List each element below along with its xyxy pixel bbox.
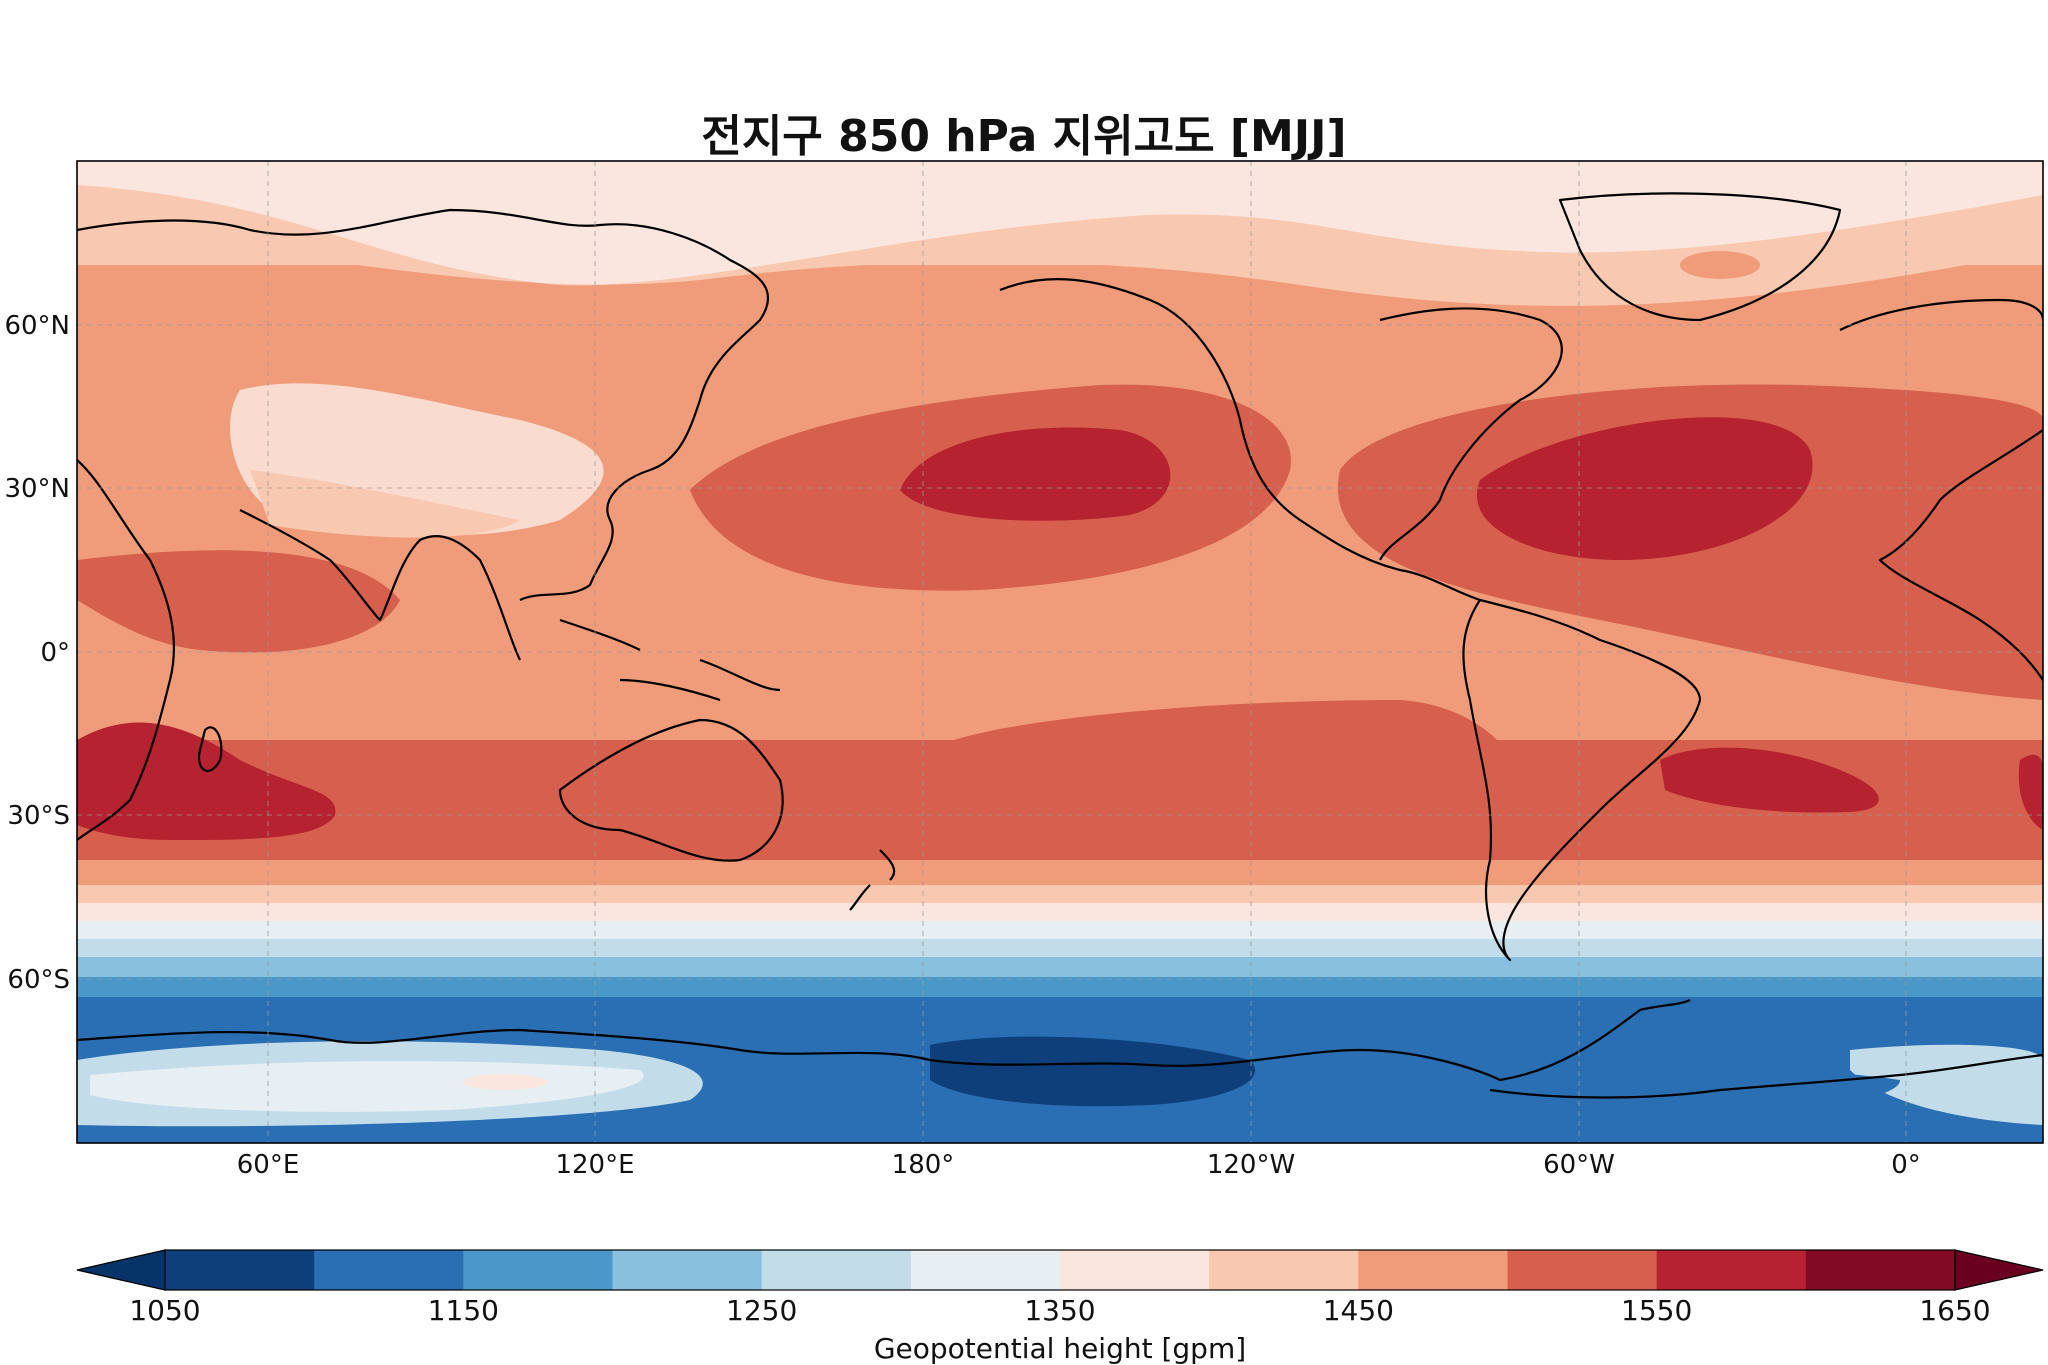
- africa-west-coast: [1878, 429, 2043, 681]
- colorbar-ticks: 1050 1150 1250 1350 1450 1550 1650: [129, 1294, 1990, 1327]
- lat-tick-60s: 60°S: [7, 965, 70, 995]
- map-frame: [76, 160, 2044, 1144]
- north-pacific-high-core: [900, 427, 1171, 521]
- south-atlantic-high: [1660, 747, 1879, 813]
- colorbar-segment: [314, 1250, 464, 1290]
- colorbar-frame: [164, 1249, 1956, 1291]
- indian-ocean-high: [77, 722, 336, 840]
- colorbar-segment: [1656, 1250, 1807, 1290]
- colorbar-tick-label: 1050: [129, 1294, 200, 1327]
- lon-ticks: 60°E 120°E 180° 120°W 60°W 0°: [237, 1150, 1921, 1180]
- ross-low: [930, 1036, 1256, 1107]
- colorbar-tick-label: 1150: [428, 1294, 499, 1327]
- asia-band: [250, 470, 520, 538]
- greenland: [1558, 192, 1842, 322]
- madagascar: [197, 726, 223, 772]
- subarctic-region: [77, 185, 2043, 306]
- lat-tick-60n: 60°N: [4, 311, 70, 341]
- band-south-3: [77, 903, 2043, 925]
- lon-tick-60e: 60°E: [237, 1150, 300, 1180]
- arctic-region: [77, 161, 2043, 286]
- east-antarctica-core: [90, 1060, 644, 1112]
- colorbar-extend-over: [1954, 1249, 2044, 1291]
- colorbar-segment: [1209, 1250, 1359, 1290]
- gridlines: [77, 161, 2043, 1143]
- australia: [558, 718, 784, 862]
- lat-tick-30s: 30°S: [7, 801, 70, 831]
- north-america-east: [1379, 307, 1563, 561]
- weddell-low: [1500, 1066, 1900, 1115]
- colorbar-segment: [1358, 1250, 1508, 1290]
- north-atlantic-high-core: [1476, 417, 1813, 560]
- lon-tick-120e: 120°E: [555, 1150, 634, 1180]
- band-south-5: [77, 939, 2043, 961]
- lat-tick-30n: 30°N: [4, 474, 70, 504]
- band-south-4: [77, 921, 2043, 943]
- colorbar-segment: [910, 1250, 1061, 1290]
- colorbar-label: Geopotential height [gpm]: [874, 1332, 1246, 1365]
- india-coast: [239, 509, 521, 661]
- colorbar-segment: [165, 1250, 315, 1290]
- europe-coast: [1839, 298, 2043, 331]
- antarctic-plateau-spot: [463, 1074, 547, 1090]
- lon-tick-60w: 60°W: [1543, 1150, 1615, 1180]
- colorbar-segment: [1805, 1250, 1956, 1290]
- greenland-spot: [1680, 251, 1760, 279]
- contour-field: [77, 161, 2043, 1143]
- colorbar-segment: [1060, 1250, 1210, 1290]
- lat-tick-0: 0°: [40, 638, 70, 668]
- lat-ticks: 60°N 30°N 0° 30°S 60°S: [4, 311, 70, 995]
- north-america-west: [999, 277, 1481, 602]
- colorbar-tick-label: 1650: [1919, 1294, 1990, 1327]
- lon-tick-180: 180°: [892, 1150, 955, 1180]
- map-title: 전지구 850 hPa 지위고도 [MJJ]: [701, 111, 1347, 162]
- colorbar-tick-label: 1250: [726, 1294, 797, 1327]
- lon-tick-120w: 120°W: [1207, 1150, 1295, 1180]
- colorbar-segment: [612, 1250, 763, 1290]
- africa-east-coast: [77, 459, 176, 841]
- asia-coast: [77, 208, 770, 601]
- south-pacific-high: [940, 700, 1522, 844]
- colorbar-segment: [463, 1250, 613, 1290]
- south-america: [1462, 598, 1702, 962]
- colorbar-tick-label: 1450: [1323, 1294, 1394, 1327]
- colorbar-tick-label: 1350: [1024, 1294, 1095, 1327]
- coastlines: [77, 192, 2043, 1099]
- antarctica-coast: [77, 998, 1691, 1082]
- colorbar-segment: [761, 1250, 912, 1290]
- band-south-2: [77, 885, 2043, 907]
- colorbar-extend-under: [76, 1249, 166, 1291]
- lon-tick-0: 0°: [1891, 1150, 1921, 1180]
- colorbar-tick-label: 1550: [1621, 1294, 1692, 1327]
- weddell-light: [1850, 1044, 2043, 1125]
- colorbar-segment: [1507, 1250, 1658, 1290]
- colorbar: [76, 1249, 2044, 1291]
